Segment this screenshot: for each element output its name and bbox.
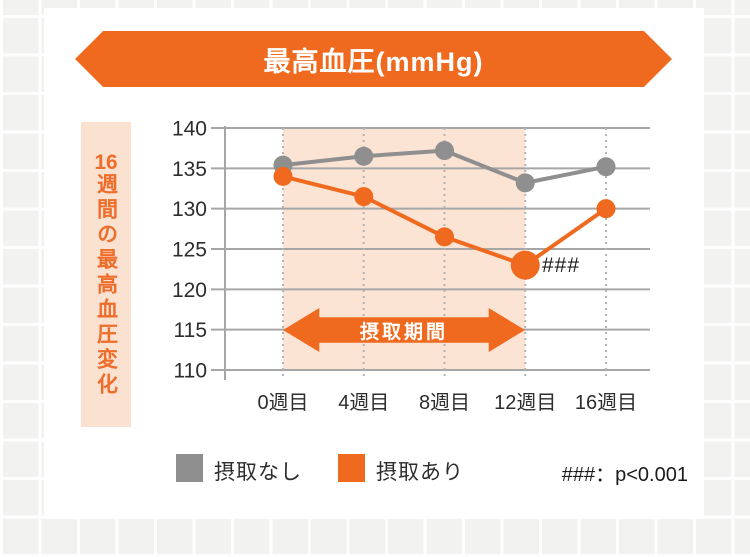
legend-label-no-intake: 摂取なし [214,461,302,484]
data-point-no-intake-4週目 [354,146,374,166]
y-tick-label-140: 140 [172,118,207,141]
legend-swatch-with-intake [338,454,365,482]
significance-note: ###：p<0.001 [561,464,688,486]
x-tick-label-4週目: 4週目 [338,391,389,414]
x-tick-label-0週目: 0週目 [257,391,308,414]
x-tick-label-12週目: 12週目 [494,391,556,414]
legend: 摂取なし 摂取あり ###：p<0.001 [44,454,704,490]
data-point-no-intake-8週目 [435,141,454,161]
legend-label-with-intake: 摂取あり [376,461,464,484]
significance-marker: ### [542,254,581,277]
line-chart-plot: 140 135 130 125 120 115 110 0週目 4週目 8週目 12週目 16週目 [172,118,650,414]
y-tick-label-130: 130 [172,198,207,221]
data-point-with-intake-16週目 [596,199,616,219]
chart-card: 最高血圧(mmHg) 16週間の最高血圧変化 140 135 130 125 120 11… [44,8,704,519]
title-banner: 最高血圧(mmHg) [75,31,672,87]
x-tick-label-8週目: 8週目 [419,391,470,414]
chart-title: 最高血圧(mmHg) [263,46,484,77]
data-point-with-intake-0週目 [273,166,293,186]
y-tick-label-125: 125 [172,239,207,262]
data-point-with-intake-4週目 [354,187,374,207]
data-point-no-intake-12週目 [515,173,535,193]
y-tick-label-120: 120 [172,279,207,302]
y-tick-label-115: 115 [174,319,207,342]
x-tick-label-16週目: 16週目 [575,391,637,414]
y-axis-label: 16週間の最高血圧変化 [94,151,118,398]
y-tick-label-135: 135 [172,158,207,181]
intake-period-label: 摂取期間 [359,321,448,343]
legend-swatch-no-intake [176,454,203,482]
y-axis-label-box: 16週間の最高血圧変化 [81,122,131,427]
y-tick-label-110: 110 [174,360,207,383]
data-point-no-intake-16週目 [596,157,616,177]
y-axis-label-text: 週間の最高血圧変化 [94,172,118,398]
data-point-with-intake-8週目 [435,227,454,247]
y-axis-label-number: 16 [94,151,118,173]
data-point-with-intake-12週目 [510,250,540,280]
